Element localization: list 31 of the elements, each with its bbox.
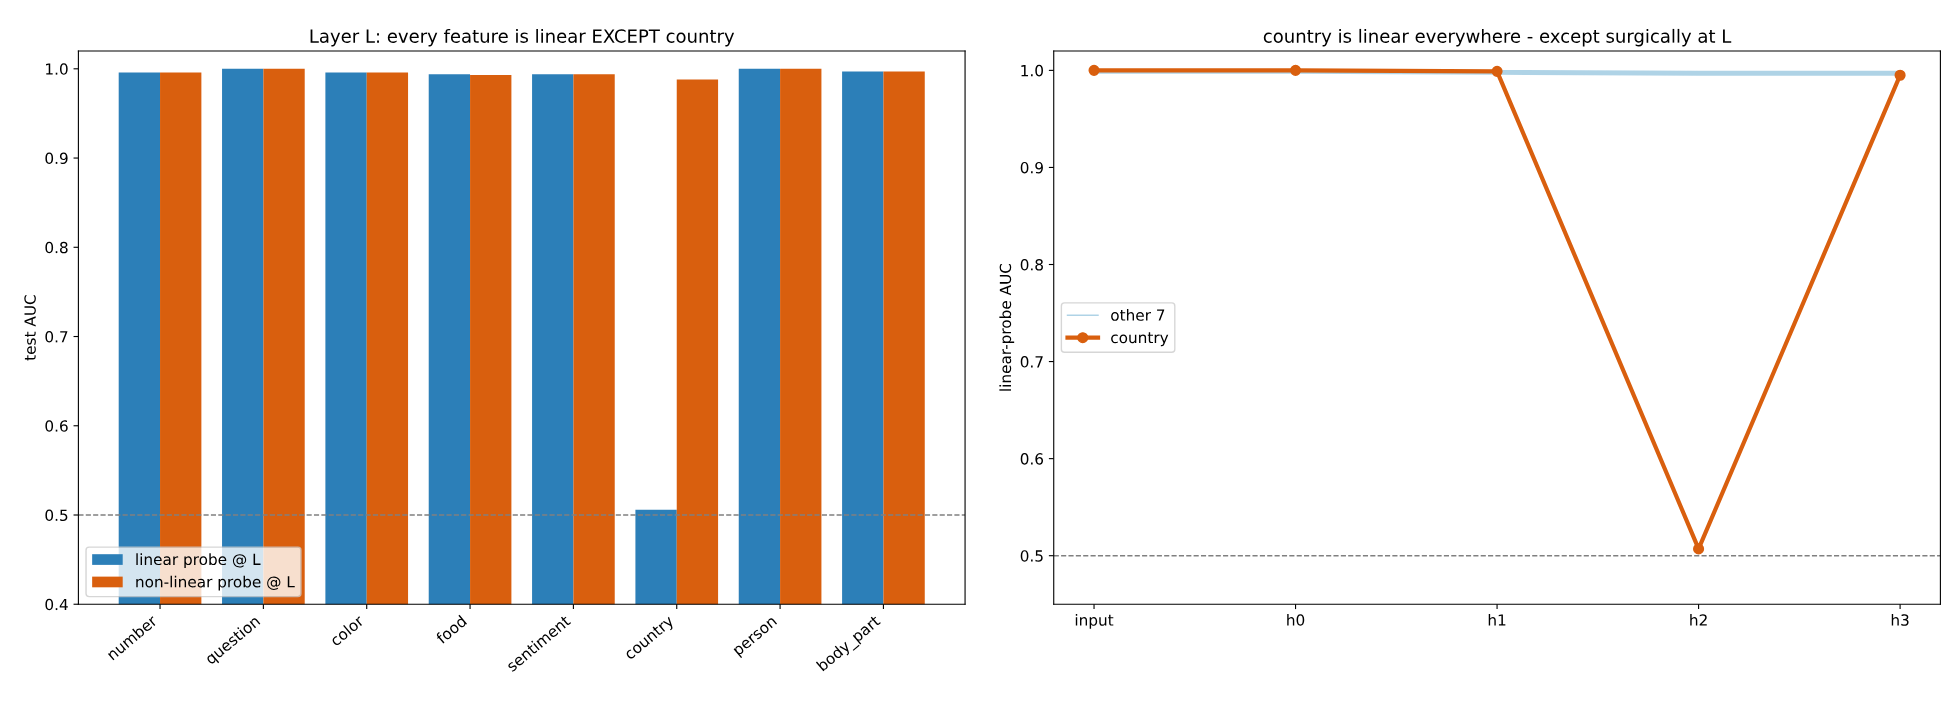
point (1491, 65, 1503, 77)
y-tick-label: 0.5 (1020, 550, 1043, 562)
chart-title: Layer L: every feature is linear EXCEPT country (310, 28, 735, 47)
y-tick-label: 0.8 (1020, 258, 1043, 271)
y-tick-label: 0.8 (45, 241, 68, 254)
y-tick-label: 0.6 (1020, 453, 1044, 465)
y-axis-title: linear-probe AUC (999, 263, 1015, 391)
legend-label: other 7 (1111, 308, 1165, 321)
y-tick-label: 0.9 (1020, 161, 1043, 174)
x-tick-label: h0 (1287, 613, 1305, 626)
point (1088, 64, 1100, 76)
y-tick-label: 0.5 (45, 509, 68, 522)
y-tick-label: 0.9 (45, 152, 68, 165)
y-tick-label: 0.7 (45, 330, 68, 343)
point (1289, 64, 1302, 76)
x-tick-label: h1 (1488, 613, 1506, 626)
y-tick-label: 0.4 (45, 598, 68, 611)
x-tick-label: h3 (1891, 613, 1909, 626)
legend-label: country (1111, 332, 1169, 347)
y-axis-title: test AUC (24, 295, 36, 361)
y-tick-label: 0.6 (45, 420, 68, 432)
point (1693, 543, 1705, 555)
x-tick-label: input (1075, 613, 1114, 629)
y-tick-label: 1.0 (1021, 64, 1043, 77)
y-tick-label: 1.0 (46, 63, 68, 75)
legend-label: linear probe @ L (136, 553, 261, 569)
x-tick-label: h2 (1690, 613, 1707, 626)
point (1894, 69, 1906, 81)
chart-title: country is linear everywhere - except surgically at L (1263, 28, 1732, 47)
legend-label: non-linear probe @ L (136, 575, 295, 591)
y-tick-label: 0.7 (1020, 356, 1043, 368)
